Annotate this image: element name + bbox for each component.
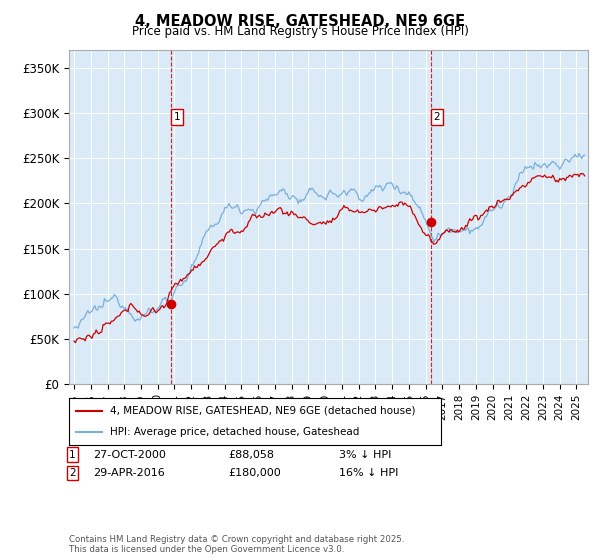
- Text: 1: 1: [69, 450, 76, 460]
- Text: 1: 1: [174, 112, 181, 122]
- Text: 29-APR-2016: 29-APR-2016: [93, 468, 165, 478]
- Text: 2: 2: [434, 112, 440, 122]
- Text: HPI: Average price, detached house, Gateshead: HPI: Average price, detached house, Gate…: [110, 427, 359, 437]
- Text: £88,058: £88,058: [228, 450, 274, 460]
- Text: Price paid vs. HM Land Registry's House Price Index (HPI): Price paid vs. HM Land Registry's House …: [131, 25, 469, 38]
- Text: £180,000: £180,000: [228, 468, 281, 478]
- Text: 4, MEADOW RISE, GATESHEAD, NE9 6GE: 4, MEADOW RISE, GATESHEAD, NE9 6GE: [135, 14, 465, 29]
- Text: 27-OCT-2000: 27-OCT-2000: [93, 450, 166, 460]
- Text: Contains HM Land Registry data © Crown copyright and database right 2025.
This d: Contains HM Land Registry data © Crown c…: [69, 535, 404, 554]
- Text: 4, MEADOW RISE, GATESHEAD, NE9 6GE (detached house): 4, MEADOW RISE, GATESHEAD, NE9 6GE (deta…: [110, 406, 415, 416]
- Text: 3% ↓ HPI: 3% ↓ HPI: [339, 450, 391, 460]
- Text: 16% ↓ HPI: 16% ↓ HPI: [339, 468, 398, 478]
- Text: 2: 2: [69, 468, 76, 478]
